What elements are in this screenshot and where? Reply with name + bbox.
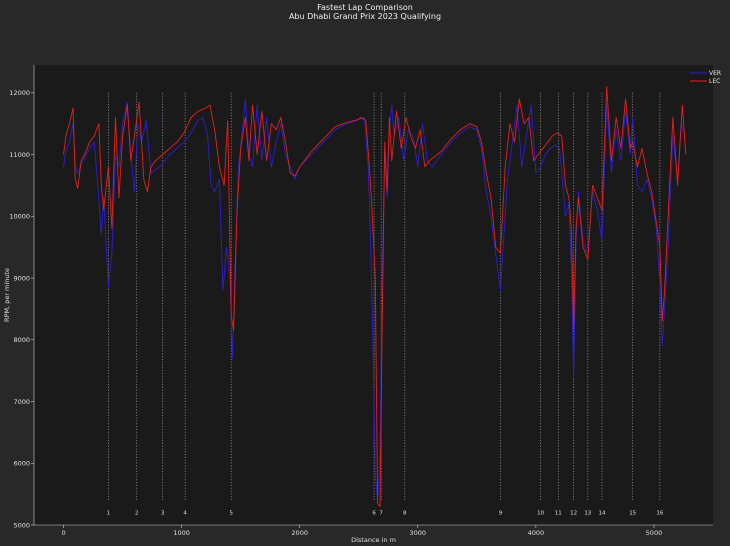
- chart-title: Fastest Lap Comparison: [317, 3, 413, 12]
- y-tick-label: 10000: [9, 213, 30, 221]
- series-layer: [63, 86, 687, 507]
- corner-label-12: 12: [570, 511, 577, 517]
- y-tick-label: 7000: [13, 398, 30, 406]
- corner-label-6: 6: [372, 511, 376, 517]
- corner-label-14: 14: [598, 511, 605, 517]
- x-tick-label: 1000: [173, 529, 190, 537]
- corner-label-13: 13: [584, 511, 591, 517]
- y-tick-label: 5000: [13, 521, 30, 529]
- y-tick-label: 9000: [13, 274, 30, 282]
- y-tick-label: 6000: [13, 460, 30, 468]
- corner-label-3: 3: [161, 511, 165, 517]
- axes: 0 1000 2000 3000 4000 5000 5000 6000 7000 8000 900…: [9, 65, 713, 537]
- x-tick-label: 2000: [291, 529, 308, 537]
- corner-label-2: 2: [135, 511, 139, 517]
- legend-label-lec: LEC: [709, 78, 720, 85]
- corner-label-7: 7: [379, 511, 383, 517]
- y-tick-label: 8000: [13, 336, 30, 344]
- corner-label-8: 8: [403, 511, 407, 517]
- corner-label-5: 5: [229, 511, 233, 517]
- y-axis-label: RPM, per minute: [3, 268, 11, 322]
- x-tick-label: 0: [61, 529, 65, 537]
- x-tick-label: 3000: [410, 529, 427, 537]
- series-line-lec: [63, 86, 687, 507]
- y-tick-label: 11000: [9, 151, 30, 159]
- corner-label-1: 1: [107, 511, 111, 517]
- x-axis-label: Distance in m: [351, 536, 396, 544]
- corner-label-15: 15: [629, 511, 636, 517]
- corner-label-11: 11: [555, 511, 562, 517]
- corner-label-10: 10: [537, 511, 544, 517]
- x-tick-label: 5000: [646, 529, 663, 537]
- corner-label-4: 4: [183, 511, 187, 517]
- chart-subtitle: Abu Dhabi Grand Prix 2023 Qualifying: [288, 12, 442, 21]
- y-tick-label: 12000: [9, 89, 30, 97]
- plot-area: [34, 65, 713, 525]
- corner-label-16: 16: [656, 511, 663, 517]
- corner-markers: 1 2 3 4 5 6 7 8 9 10 11 12 13 14 15 16: [107, 92, 664, 517]
- corner-label-9: 9: [499, 511, 503, 517]
- x-tick-label: 4000: [528, 529, 545, 537]
- legend-label-ver: VER: [709, 70, 721, 77]
